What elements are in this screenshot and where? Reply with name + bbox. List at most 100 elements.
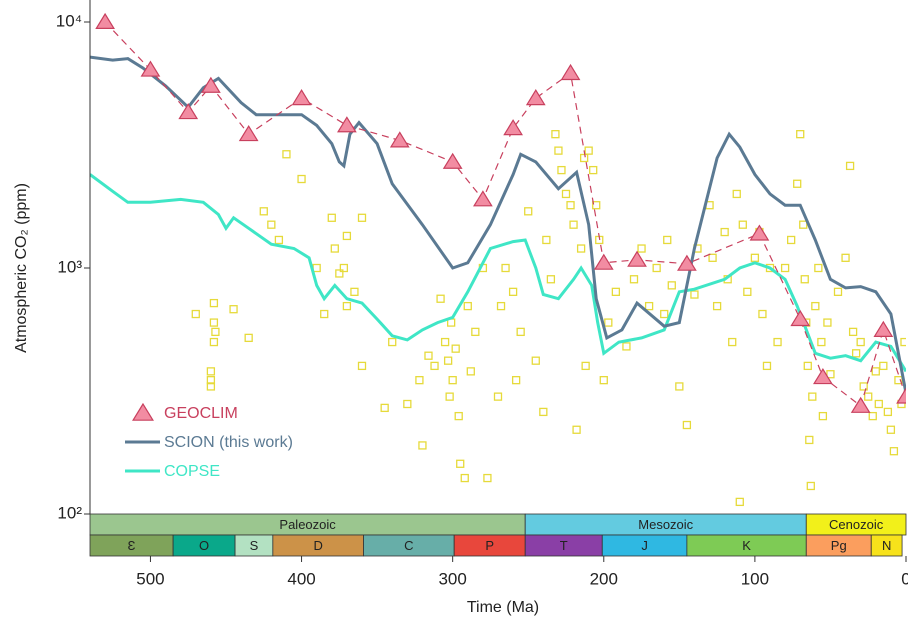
x-tick-label: 400 — [287, 569, 315, 588]
period-label: C — [404, 538, 413, 553]
proxy-point — [463, 301, 472, 311]
proxy-point — [443, 356, 453, 365]
geoclim-point — [95, 12, 115, 29]
proxy-point — [209, 337, 219, 347]
proxy-point — [611, 287, 621, 296]
proxy-point — [833, 287, 843, 296]
proxy-point — [508, 287, 518, 296]
proxy-point — [342, 301, 352, 311]
proxy-point — [708, 253, 717, 262]
proxy-point — [267, 220, 276, 229]
proxy-point — [445, 392, 454, 401]
y-tick-label: 10³ — [57, 257, 82, 276]
proxy-point — [206, 382, 216, 391]
proxy-point — [312, 263, 321, 273]
proxy-point — [856, 337, 865, 347]
proxy-point — [244, 333, 253, 343]
proxy-point — [894, 376, 903, 385]
proxy-point — [879, 361, 888, 371]
proxy-point — [581, 361, 590, 371]
proxy-point — [330, 244, 339, 253]
series-line — [90, 55, 906, 394]
proxy-point — [327, 213, 336, 222]
proxy-point — [572, 425, 581, 434]
geoclim-point — [749, 224, 770, 241]
proxy-point — [682, 420, 692, 430]
proxy-point — [629, 275, 639, 284]
period-label: Pg — [831, 538, 847, 553]
proxy-point — [599, 376, 608, 385]
x-tick-label: 500 — [136, 569, 164, 588]
geoclim-point — [593, 253, 614, 270]
proxy-point — [524, 207, 533, 216]
proxy-point — [806, 481, 815, 491]
geoclim-point — [850, 396, 871, 413]
proxy-point — [805, 435, 814, 445]
era-label: Mesozoic — [638, 517, 693, 532]
proxy-point — [851, 349, 861, 358]
x-tick-label: 300 — [438, 569, 466, 588]
proxy-point — [738, 220, 747, 229]
proxy-point — [799, 220, 808, 229]
proxy-point — [418, 441, 427, 450]
legend-label: GEOCLIM — [164, 405, 238, 422]
y-tick-label: 10⁴ — [56, 11, 82, 30]
proxy-point — [415, 376, 424, 385]
proxy-point — [493, 392, 503, 401]
geoclim-point — [873, 320, 894, 337]
proxy-point — [454, 411, 463, 421]
proxy-point — [357, 213, 367, 222]
proxy-point — [501, 263, 510, 273]
proxy-point — [841, 253, 850, 262]
proxy-point — [576, 244, 586, 253]
proxy-point — [728, 337, 737, 347]
proxy-point — [282, 150, 291, 159]
proxy-point — [663, 235, 672, 245]
proxy-point — [557, 165, 566, 175]
geoclim-point — [627, 250, 647, 267]
proxy-point — [516, 327, 525, 337]
proxy-point — [796, 130, 805, 139]
proxy-point — [380, 403, 389, 413]
geoclim-point — [337, 116, 357, 133]
proxy-point — [539, 407, 548, 417]
proxy-point — [551, 130, 560, 139]
proxy-point — [883, 407, 893, 417]
x-tick-label: 0 — [901, 569, 908, 588]
proxy-point — [859, 382, 868, 391]
proxy-point — [690, 290, 699, 299]
period-label: S — [250, 538, 259, 553]
proxy-point — [644, 301, 654, 311]
proxy-point — [743, 287, 752, 296]
proxy-point — [388, 337, 397, 347]
proxy-point — [211, 327, 220, 337]
proxy-point — [542, 235, 551, 245]
x-tick-label: 200 — [590, 569, 618, 588]
proxy-point — [864, 392, 873, 401]
x-axis-title: Time (Ma) — [467, 599, 539, 616]
proxy-point — [900, 337, 906, 347]
proxy-point — [712, 301, 722, 311]
proxy-point — [780, 263, 790, 273]
proxy-point — [758, 309, 767, 319]
period-label: T — [560, 538, 568, 553]
geoclim-point — [813, 367, 833, 385]
proxy-point — [440, 337, 450, 347]
proxy-point — [584, 146, 593, 155]
proxy-point — [800, 275, 809, 284]
plot-area — [90, 12, 906, 507]
period-label: Ɛ — [128, 538, 136, 553]
proxy-point — [604, 318, 613, 327]
proxy-point — [229, 305, 238, 314]
proxy-point — [209, 318, 219, 327]
proxy-point — [622, 342, 631, 351]
geoclim-point — [238, 125, 259, 142]
proxy-point — [209, 298, 219, 308]
x-tick-label: 100 — [741, 569, 769, 588]
proxy-point — [496, 301, 506, 311]
geoclim-point — [291, 89, 312, 106]
geoclim-point — [560, 63, 581, 81]
era-label: Cenozoic — [829, 517, 884, 532]
proxy-point — [793, 179, 802, 188]
proxy-point — [720, 227, 729, 237]
